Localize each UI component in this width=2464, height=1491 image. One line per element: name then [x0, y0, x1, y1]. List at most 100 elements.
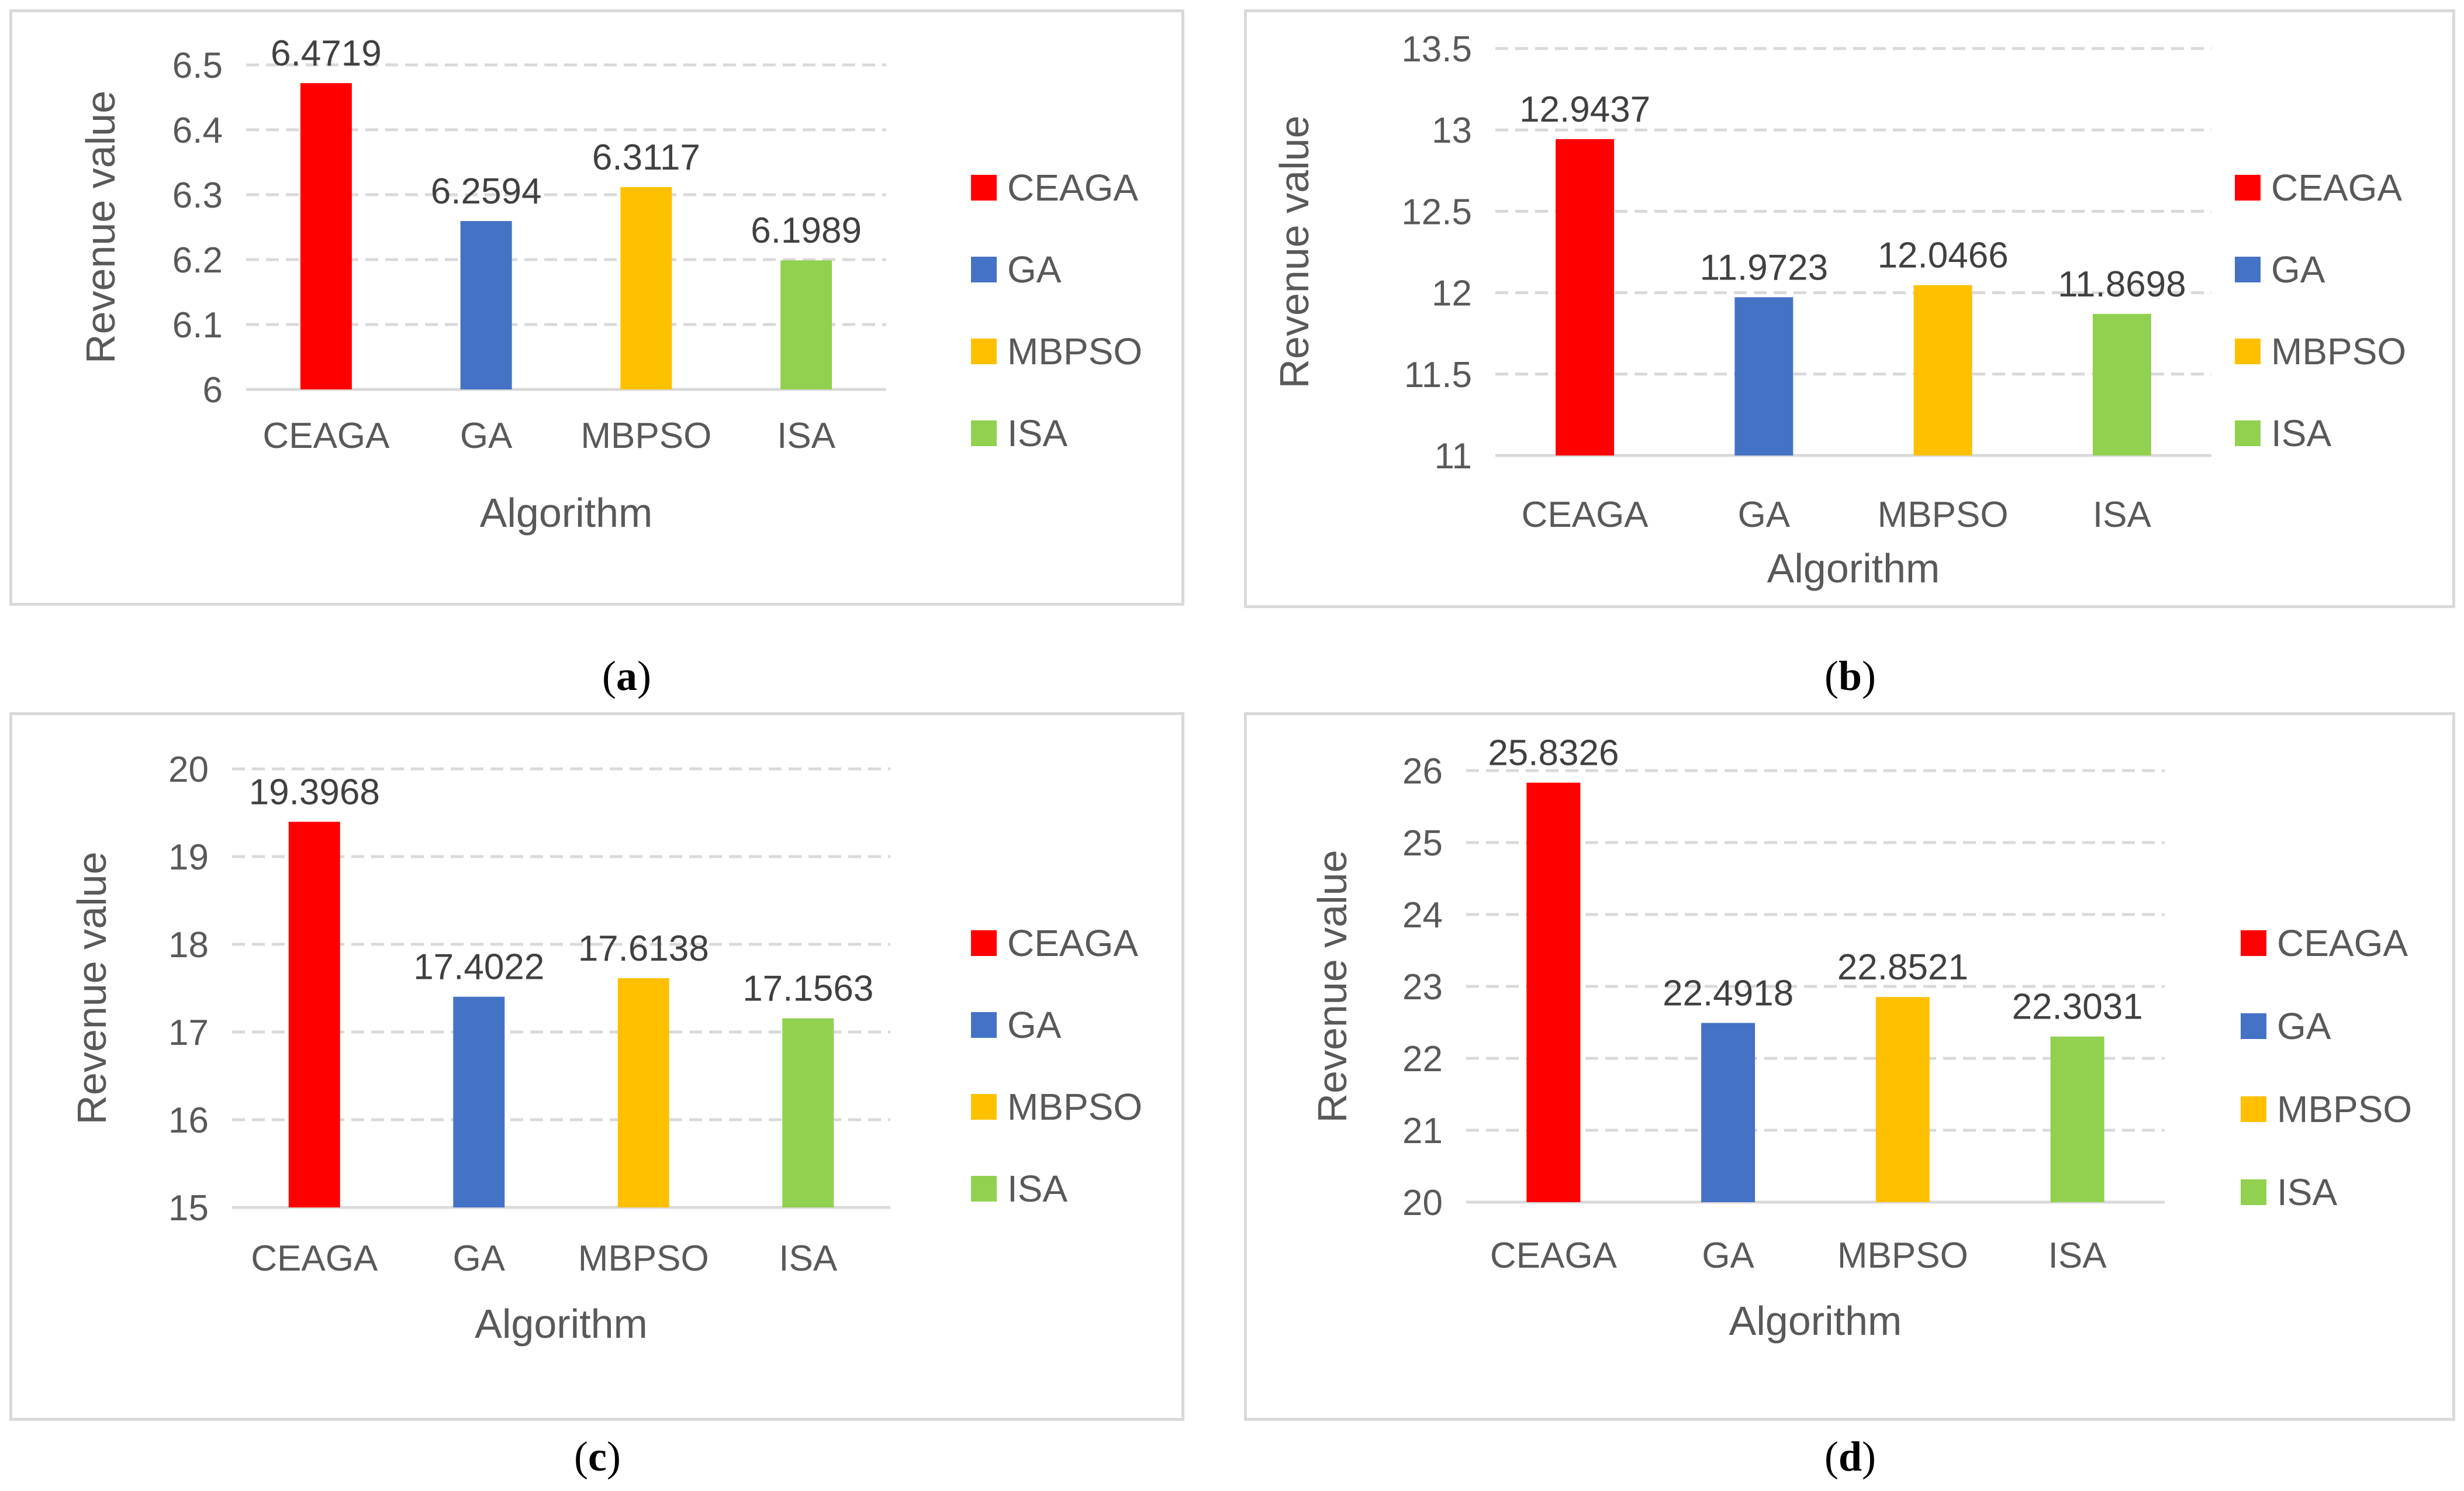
x-axis-title: Algorithm [1767, 546, 1940, 591]
legend-label-mbpso: MBPSO [1007, 1086, 1142, 1128]
legend-label-mbpso: MBPSO [2277, 1088, 2412, 1130]
x-tick-label: GA [1702, 1235, 1754, 1276]
x-tick-label: MBPSO [1878, 495, 2009, 535]
y-tick-label: 25 [1402, 823, 1443, 864]
chart-a-svg: 6 6.1 6.2 6.3 6.4 6.5 6.4719 CEAGA 6.2594 GA 6.311… [78, 33, 1142, 536]
x-tick-label: CEAGA [251, 1238, 378, 1279]
legend-swatch-isa [971, 1176, 997, 1202]
legend-label-isa: ISA [2277, 1171, 2337, 1213]
legend-label-ceaga: CEAGA [1007, 922, 1138, 964]
y-axis-title: Revenue value [1309, 850, 1355, 1123]
legend-label-isa: ISA [1007, 1168, 1067, 1210]
legend-swatch-isa [971, 420, 997, 446]
caption-d: (d) [1824, 1433, 1876, 1480]
y-tick-label: 13 [1432, 111, 1472, 151]
y-tick-label: 17 [168, 1013, 209, 1053]
legend-swatch-ceaga [2241, 930, 2266, 956]
bar-ga [1701, 1023, 1755, 1202]
caption-c-letter: c [588, 1433, 607, 1480]
caption-a: (a) [602, 653, 651, 699]
legend-swatch-isa [2235, 420, 2261, 446]
x-tick-label: GA [460, 416, 513, 456]
chart-c-svg: 15 16 17 18 19 20 19.3968 CEAGA 17.4022 GA 17.6138… [69, 750, 1142, 1347]
chart-panel-c: 15 16 17 18 19 20 19.3968 CEAGA 17.4022 GA 17.6138… [9, 712, 1184, 1421]
bar-ceaga [1526, 782, 1581, 1202]
legend-label-ga: GA [1007, 1004, 1062, 1046]
y-tick-label: 6.2 [172, 240, 223, 281]
legend-swatch-ceaga [971, 930, 997, 956]
data-label-ga: 22.4918 [1663, 974, 1793, 1014]
bar-mbpso [617, 978, 669, 1207]
y-tick-label: 26 [1402, 751, 1443, 792]
caption-c: (c) [574, 1433, 621, 1480]
bar-ceaga [300, 83, 352, 389]
y-tick-label: 6.3 [172, 175, 223, 216]
legend-label-ceaga: CEAGA [2277, 922, 2408, 964]
bar-ga [453, 996, 505, 1207]
legend-label-isa: ISA [1007, 412, 1067, 454]
y-tick-label: 6.5 [172, 46, 223, 86]
y-tick-label: 13.5 [1401, 29, 1472, 70]
y-tick-label: 18 [168, 925, 209, 965]
chart-panel-d: 20 21 22 23 24 25 26 25.8326 CEAGA 22.4918 GA 22.85… [1244, 712, 2455, 1421]
x-tick-label: ISA [2093, 495, 2152, 535]
caption-b-letter: b [1838, 653, 1862, 699]
y-tick-label: 11 [1435, 436, 1472, 477]
y-axis-title: Revenue value [1271, 116, 1317, 389]
legend-swatch-mbpso [2241, 1096, 2266, 1122]
x-tick-label: ISA [2048, 1235, 2107, 1276]
x-tick-label: MBPSO [1837, 1235, 1968, 1276]
bar-ga [1734, 297, 1793, 455]
y-tick-label: 21 [1402, 1111, 1443, 1151]
y-tick-label: 22 [1402, 1039, 1443, 1079]
y-tick-label: 16 [168, 1100, 209, 1141]
legend-swatch-ga [971, 257, 997, 282]
y-tick-label: 6.1 [172, 305, 223, 346]
legend-swatch-ceaga [2235, 175, 2261, 201]
y-tick-label: 19 [168, 837, 209, 878]
caption-a-letter: a [616, 653, 637, 699]
bar-ceaga [288, 822, 340, 1207]
data-label-ga: 17.4022 [413, 947, 544, 988]
x-axis-title: Algorithm [1729, 1298, 1902, 1344]
y-tick-label: 12.5 [1401, 192, 1472, 232]
caption-b: (b) [1824, 653, 1876, 699]
bar-ga [460, 221, 512, 389]
legend-label-ga: GA [1007, 248, 1062, 291]
x-tick-label: CEAGA [262, 416, 390, 456]
bar-ceaga [1556, 139, 1615, 456]
caption-d-letter: d [1838, 1433, 1862, 1480]
y-tick-label: 24 [1402, 895, 1443, 936]
legend-label-ceaga: CEAGA [1007, 167, 1138, 209]
data-label-isa: 17.1563 [742, 969, 873, 1009]
legend-swatch-ceaga [971, 175, 997, 201]
chart-b-svg: 11 11.5 12 12.5 13 13.5 12.9437 CEAGA 11.9723 GA 1… [1271, 29, 2406, 591]
y-tick-label: 20 [1402, 1183, 1443, 1223]
x-tick-label: GA [452, 1238, 505, 1279]
x-tick-label: CEAGA [1490, 1235, 1618, 1276]
legend-label-ceaga: CEAGA [2271, 167, 2402, 209]
data-label-ceaga: 19.3968 [249, 772, 380, 812]
bar-isa [782, 1018, 834, 1207]
y-tick-label: 20 [168, 750, 209, 790]
y-tick-label: 6 [203, 370, 223, 410]
legend-swatch-mbpso [971, 339, 997, 364]
data-label-isa: 6.1989 [751, 210, 862, 251]
data-label-mbpso: 17.6138 [578, 929, 709, 969]
data-label-isa: 11.8698 [2058, 264, 2186, 305]
legend-label-mbpso: MBPSO [2271, 330, 2406, 372]
data-label-ceaga: 12.9437 [1519, 89, 1650, 130]
bar-mbpso [1913, 285, 1972, 455]
bar-mbpso [620, 187, 672, 389]
legend-label-ga: GA [2271, 248, 2325, 291]
x-tick-label: ISA [777, 416, 836, 456]
chart-panel-a: 6 6.1 6.2 6.3 6.4 6.5 6.4719 CEAGA 6.2594 GA 6.311… [9, 9, 1184, 606]
legend-label-mbpso: MBPSO [1007, 330, 1142, 372]
chart-d-svg: 20 21 22 23 24 25 26 25.8326 CEAGA 22.4918 GA 22.85… [1309, 733, 2412, 1344]
data-label-ga: 11.9723 [1700, 247, 1829, 288]
bar-isa [2092, 313, 2151, 455]
data-label-mbpso: 12.0466 [1878, 236, 2009, 276]
x-tick-label: CEAGA [1522, 495, 1649, 535]
legend-swatch-mbpso [2235, 339, 2261, 364]
data-label-mbpso: 6.3117 [592, 137, 700, 178]
